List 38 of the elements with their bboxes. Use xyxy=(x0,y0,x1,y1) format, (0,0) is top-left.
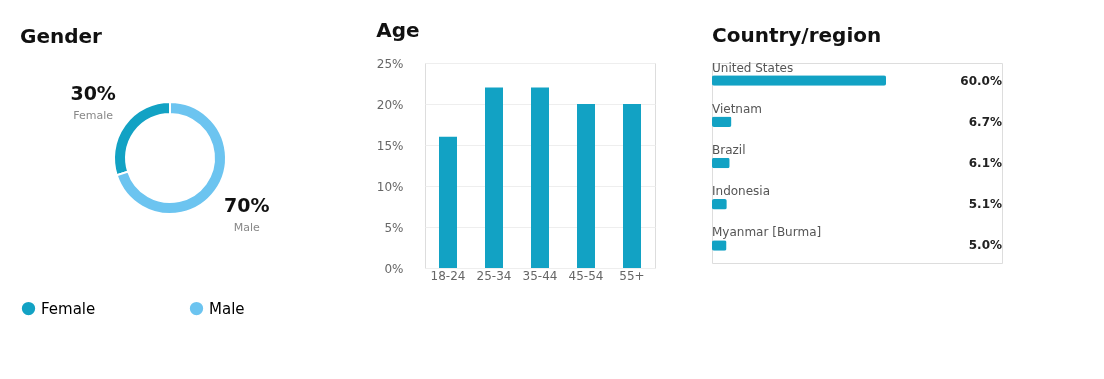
slice-label: Male xyxy=(233,220,261,234)
legend-label: Female xyxy=(41,299,96,318)
data-label: 5.1% xyxy=(968,197,1002,212)
bar xyxy=(485,87,503,268)
y-tick-label: 5% xyxy=(384,220,404,235)
data-label: 70% xyxy=(224,193,270,216)
chart-title: Gender xyxy=(20,24,103,48)
x-tick-label: 35-44 xyxy=(522,268,558,283)
x-tick-label: 45-54 xyxy=(568,268,604,283)
chart-title: Country/region xyxy=(712,22,882,47)
legend-label: Male xyxy=(209,299,245,318)
y-tick-label: 25% xyxy=(376,56,404,71)
y-tick-label: 15% xyxy=(376,138,404,153)
data-label: 6.1% xyxy=(968,156,1002,170)
x-tick-label: 25-34 xyxy=(476,268,512,283)
x-tick-label: 55+ xyxy=(619,268,645,283)
data-label: 30% xyxy=(70,82,116,105)
y-tick-label: 20% xyxy=(376,97,404,112)
bar xyxy=(531,87,549,268)
y-tick-label: 0% xyxy=(384,261,404,276)
x-tick-label: 18-24 xyxy=(430,268,466,283)
bar xyxy=(712,116,732,127)
chart-title: Age xyxy=(376,18,420,42)
y-tick-label: Vietnam xyxy=(712,101,763,116)
donut-slice xyxy=(115,101,227,215)
bar xyxy=(712,157,730,169)
data-label: 6.7% xyxy=(968,114,1002,129)
y-tick-label: Indonesia xyxy=(712,184,771,199)
y-tick-label: 10% xyxy=(376,179,404,194)
data-label: 60.0% xyxy=(960,73,1002,88)
y-tick-label: Myanmar [Burma] xyxy=(712,225,822,240)
bar xyxy=(623,104,641,268)
bar xyxy=(439,136,457,268)
y-tick-label: Brazil xyxy=(712,143,746,157)
bar xyxy=(577,104,595,268)
data-label: 5.0% xyxy=(968,238,1002,253)
slice-label: Female xyxy=(73,109,114,123)
y-tick-label: United States xyxy=(712,60,794,75)
